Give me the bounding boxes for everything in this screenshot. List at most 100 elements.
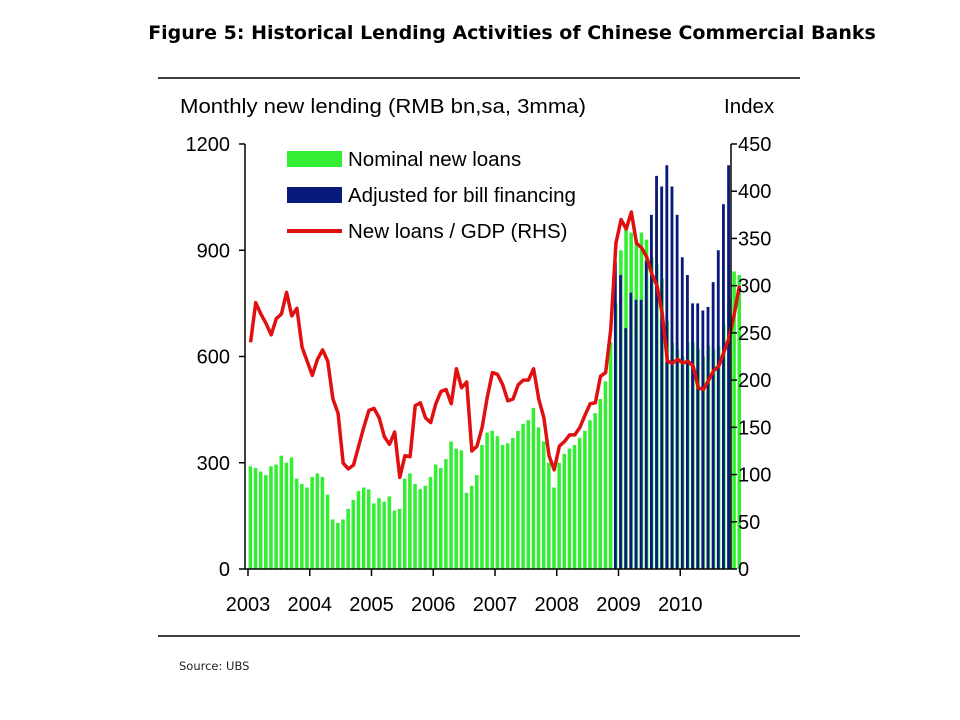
nominal-loan-bar: [500, 445, 505, 569]
nominal-loan-bar: [444, 459, 448, 569]
nominal-loan-bar: [469, 485, 474, 569]
nominal-loan-bar: [397, 508, 402, 569]
nominal-loan-bar: [454, 448, 458, 569]
nominal-loan-bar: [366, 489, 371, 569]
nominal-loan-bar: [382, 501, 386, 569]
nominal-loan-bar: [279, 455, 284, 569]
left-axis-tick-label: 300: [197, 453, 230, 475]
nominal-loan-bar: [485, 432, 489, 569]
adjusted-loan-bar: [691, 303, 694, 570]
nominal-loan-bar: [248, 466, 253, 569]
nominal-loan-bar: [361, 487, 366, 569]
legend-label: Adjusted for bill financing: [348, 184, 576, 207]
right-axis-title: Index: [724, 95, 775, 118]
nominal-loan-bar: [511, 437, 515, 569]
legend-label: New loans / GDP (RHS): [348, 220, 567, 243]
adjusted-loan-bar: [613, 260, 617, 570]
adjusted-loan-bar: [701, 310, 705, 569]
right-axis-tick-label: 50: [738, 512, 760, 534]
nominal-loan-bar: [475, 475, 479, 569]
x-axis-tick-label: 2006: [411, 594, 456, 616]
nominal-loan-bar: [541, 441, 546, 569]
nominal-loan-bar: [418, 489, 422, 569]
nominal-loan-bar: [413, 484, 417, 569]
nominal-loan-bar: [433, 464, 438, 569]
x-axis-tick-label: 2005: [349, 594, 394, 616]
adjusted-loan-bar: [716, 250, 720, 569]
nominal-loan-bar: [392, 510, 397, 569]
nominal-loan-bar: [330, 519, 335, 569]
x-axis-tick-label: 2003: [226, 594, 271, 616]
adjusted-loan-bar: [634, 299, 638, 569]
nominal-loan-bar: [428, 476, 433, 569]
nominal-loan-bar: [464, 492, 469, 569]
left-axis-tick-label: 0: [219, 559, 230, 581]
left-axis-tick-label: 900: [197, 240, 230, 262]
adjusted-loan-bar: [624, 328, 628, 569]
nominal-loan-bar: [408, 473, 412, 570]
right-axis-tick-label: 450: [738, 134, 771, 156]
nominal-loan-bar: [598, 399, 603, 569]
legend-swatch-adjusted: [287, 187, 342, 203]
adjusted-loan-bar: [619, 275, 622, 569]
adjusted-loan-bar: [639, 299, 643, 569]
adjusted-loan-bar: [655, 175, 658, 570]
nominal-loan-bar: [253, 468, 258, 569]
legend: Nominal new loans Adjusted for bill finan…: [287, 148, 576, 243]
nominal-loan-bar: [423, 485, 428, 569]
right-axis-tick-label: 150: [738, 417, 771, 439]
nominal-loan-bar: [346, 508, 350, 569]
adjusted-loan-bar: [675, 214, 679, 569]
adjusted-loan-bar: [727, 165, 730, 569]
x-axis-tick-label: 2007: [473, 594, 518, 616]
adjusted-loan-bar: [665, 165, 669, 569]
nominal-loan-bar: [300, 484, 304, 569]
x-axis-tick-label: 2004: [288, 594, 333, 616]
nominal-loan-bar: [521, 423, 525, 569]
right-axis-tick-label: 350: [738, 228, 771, 250]
adjusted-loan-bar: [629, 292, 633, 569]
nominal-loan-bar: [341, 519, 345, 569]
nominal-loan-bar: [603, 381, 608, 569]
nominal-loan-bar: [567, 448, 572, 569]
left-axis-tick-label: 600: [197, 347, 230, 369]
nominal-loan-bar: [577, 437, 582, 569]
adjusted-loan-bar: [649, 214, 653, 569]
nominal-loan-bar: [269, 466, 273, 569]
figure-title: Figure 5: Historical Lending Activities …: [148, 22, 876, 44]
nominal-loan-bar: [274, 464, 278, 569]
nominal-loan-bar: [310, 476, 314, 569]
nominal-loan-bar: [356, 491, 361, 569]
nominal-loan-bar: [737, 275, 741, 569]
adjusted-loan-bar: [706, 306, 710, 569]
nominal-loan-bar: [439, 468, 443, 569]
nominal-loan-bar: [305, 487, 309, 569]
right-axis-tick-label: 250: [738, 323, 771, 345]
nominal-loan-bar: [572, 445, 577, 569]
nominal-loan-bar: [557, 462, 561, 569]
nominal-loan-bar: [593, 413, 597, 569]
nominal-loan-bar: [531, 407, 536, 569]
nominal-loan-bar: [516, 430, 520, 570]
adjusted-loan-bar: [644, 260, 648, 570]
nominal-loan-bar: [505, 443, 510, 569]
nominal-loan-bar: [336, 522, 340, 569]
right-axis-tick-label: 100: [738, 465, 771, 487]
nominal-loan-bar: [562, 453, 567, 569]
x-axis-tick-label: 2010: [658, 594, 703, 616]
adjusted-loan-bar: [722, 204, 725, 569]
nominal-loan-bar: [732, 271, 736, 569]
nominal-loan-bar: [490, 430, 494, 570]
nominal-loan-bar: [402, 478, 407, 569]
right-axis-tick-label: 300: [738, 276, 771, 298]
nominal-loan-bar: [459, 450, 464, 569]
nominal-loan-bar: [547, 462, 551, 569]
nominal-loan-bar: [480, 445, 484, 569]
nominal-loan-bar: [588, 420, 592, 569]
source-note: Source: UBS: [179, 659, 250, 673]
adjusted-loan-bar: [711, 282, 715, 570]
nominal-loan-bar: [351, 499, 356, 569]
right-axis-tick-label: 200: [738, 370, 771, 392]
adjusted-loan-bar: [680, 257, 684, 569]
